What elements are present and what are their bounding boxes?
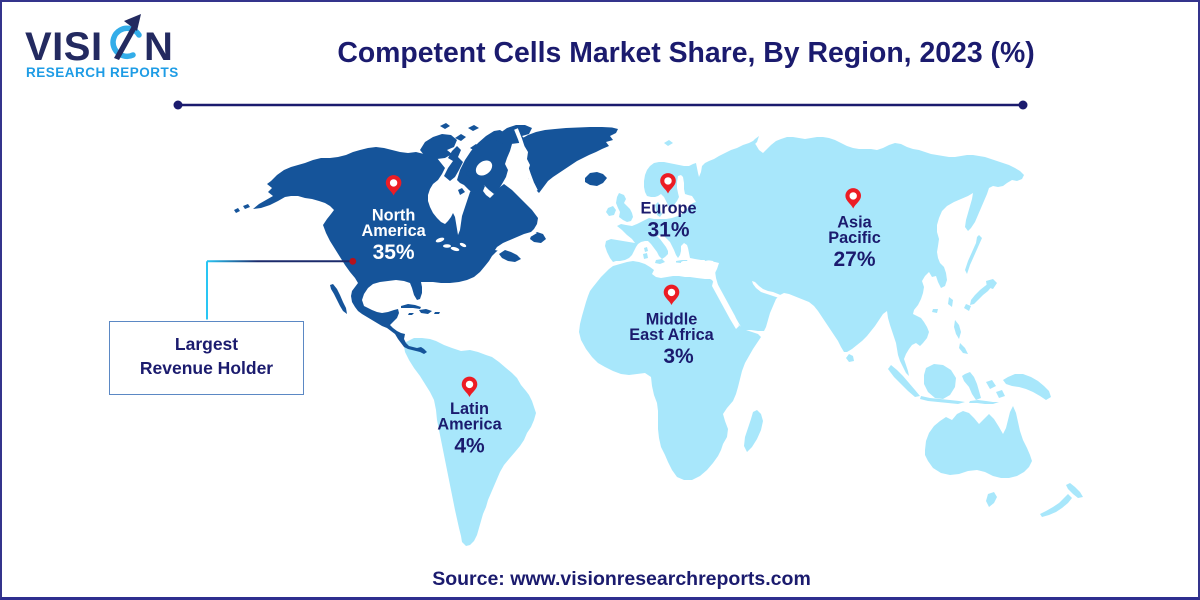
svg-text:VISI: VISI (25, 25, 103, 69)
svg-text:East Africa: East Africa (629, 326, 714, 344)
svg-text:Pacific: Pacific (828, 229, 881, 247)
svg-text:America: America (361, 222, 426, 240)
svg-text:3%: 3% (663, 345, 694, 368)
svg-text:Asia: Asia (837, 214, 872, 232)
svg-text:Middle: Middle (646, 311, 698, 329)
svg-text:Latin: Latin (450, 400, 489, 418)
svg-text:35%: 35% (373, 241, 415, 264)
svg-text:Europe: Europe (640, 200, 696, 218)
svg-text:North: North (372, 207, 415, 225)
svg-text:31%: 31% (647, 219, 689, 242)
svg-text:4%: 4% (454, 434, 485, 457)
svg-text:N: N (144, 25, 173, 69)
svg-text:27%: 27% (833, 248, 875, 271)
svg-text:America: America (437, 415, 502, 433)
